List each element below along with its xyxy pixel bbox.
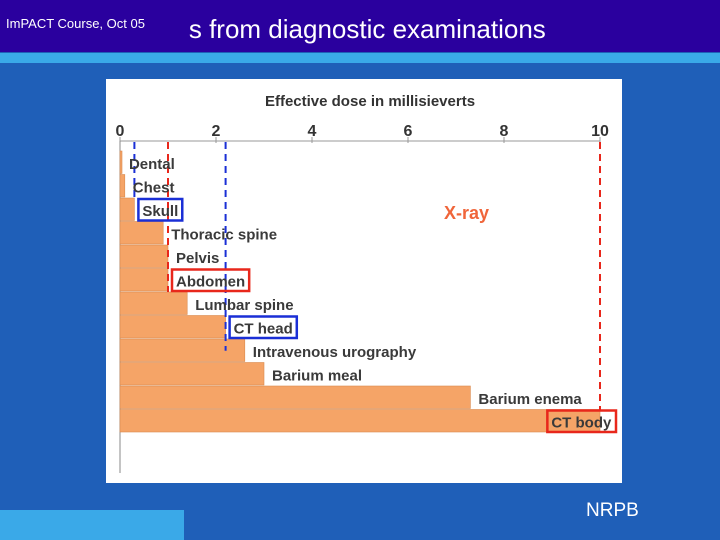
bar xyxy=(119,197,135,221)
bar-label: Pelvis xyxy=(176,250,219,267)
bar xyxy=(119,385,471,409)
x-tick-label: 2 xyxy=(212,123,221,140)
bar-label: Chest xyxy=(133,179,175,196)
bar-label: Intravenous urography xyxy=(253,344,417,361)
highlight-box xyxy=(137,197,184,222)
bar xyxy=(119,150,123,174)
bar xyxy=(119,291,188,315)
bar xyxy=(119,244,169,268)
bar-label: Barium enema xyxy=(478,391,582,408)
highlight-box xyxy=(546,409,618,434)
footer-accent xyxy=(0,510,184,540)
x-axis-title: Effective dose in millisieverts xyxy=(265,93,475,110)
bar-label: Abdomen xyxy=(176,273,245,290)
highlight-box xyxy=(228,315,299,340)
bar xyxy=(119,315,226,339)
bar-label: Skull xyxy=(142,203,178,220)
title-rule xyxy=(0,53,720,63)
bar xyxy=(119,338,246,362)
footer-text: ImPACT Course, Oct 05 xyxy=(6,16,145,31)
bar xyxy=(119,362,265,386)
bar-label: Dental xyxy=(129,156,175,173)
source-label: NRPB xyxy=(586,500,639,521)
bar xyxy=(119,221,164,245)
chart-panel: Effective dose in millisieverts 0 2 4 6 8 10 De… xyxy=(106,79,622,483)
x-tick-label: 8 xyxy=(500,123,509,140)
bar xyxy=(119,268,169,292)
x-tick-label: 6 xyxy=(404,123,413,140)
bar-label: Thoracic spine xyxy=(171,226,277,243)
bar-label: CT body xyxy=(551,414,612,431)
xray-annotation: X-ray xyxy=(444,203,489,223)
highlight-box xyxy=(170,268,251,293)
dose-chart: Effective dose in millisieverts 0 2 4 6 8 10 De… xyxy=(116,93,618,473)
x-tick-label: 4 xyxy=(308,123,317,140)
x-tick-label: 0 xyxy=(116,123,125,140)
bar-label: Barium meal xyxy=(272,367,362,384)
bar xyxy=(119,409,601,433)
bar-label: Lumbar spine xyxy=(195,297,293,314)
bar-label: CT head xyxy=(234,320,293,337)
bar xyxy=(119,174,126,198)
footer-box xyxy=(2,6,188,40)
x-tick-label: 10 xyxy=(591,123,609,140)
